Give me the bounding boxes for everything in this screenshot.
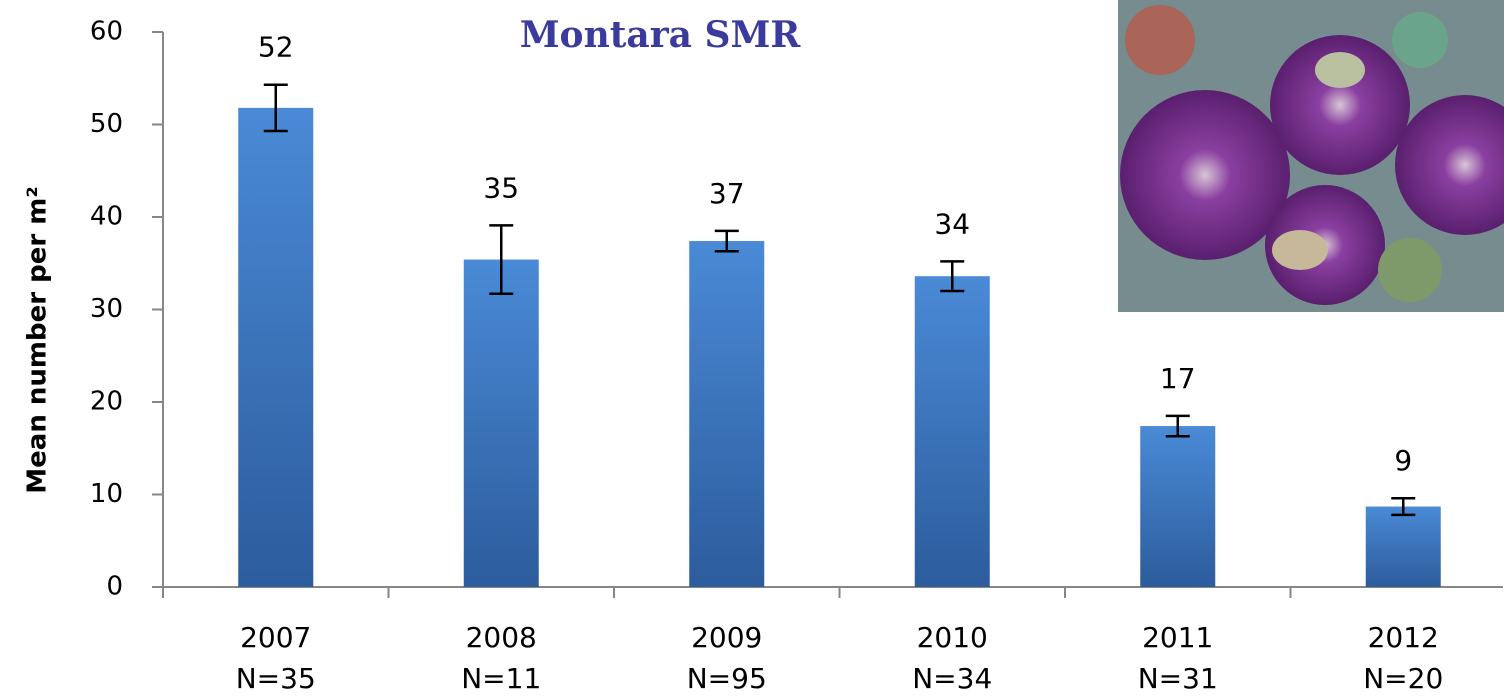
sample-size-label: N=20 (1363, 662, 1443, 695)
y-tick-label: 20 (90, 387, 123, 417)
y-tick-label: 50 (90, 109, 123, 139)
sample-size-label: N=11 (461, 662, 541, 695)
x-tick-label: 2008 (466, 621, 537, 654)
y-axis-label: Mean number per m² (23, 186, 53, 493)
bar (238, 108, 313, 587)
data-label: 9 (1394, 444, 1412, 477)
data-label: 52 (258, 31, 294, 64)
bar (689, 241, 764, 587)
y-tick-label: 0 (106, 572, 123, 602)
sample-size-label: N=31 (1138, 662, 1218, 695)
data-label: 17 (1160, 362, 1196, 395)
x-tick-label: 2012 (1368, 621, 1439, 654)
bar (1366, 507, 1441, 587)
data-label: 35 (483, 171, 519, 204)
bar (1140, 426, 1215, 587)
sample-size-label: N=34 (912, 662, 992, 695)
x-tick-label: 2011 (1142, 621, 1213, 654)
x-tick-label: 2009 (691, 621, 762, 654)
bar (915, 276, 990, 587)
data-label: 37 (709, 177, 745, 210)
bar (464, 260, 539, 587)
sample-size-label: N=35 (236, 662, 316, 695)
y-tick-label: 40 (90, 202, 123, 232)
x-tick-label: 2007 (240, 621, 311, 654)
sample-size-label: N=95 (687, 662, 767, 695)
y-tick-label: 30 (90, 294, 123, 324)
data-label: 34 (934, 207, 970, 240)
chart: Montara SMR Mean number per m² 0 10 20 30 40… (0, 0, 1504, 697)
x-tick-label: 2010 (917, 621, 988, 654)
chart-title: Montara SMR (520, 14, 802, 56)
y-tick-label: 10 (90, 479, 123, 509)
photo (1118, 0, 1504, 312)
y-tick-label: 60 (90, 17, 123, 47)
